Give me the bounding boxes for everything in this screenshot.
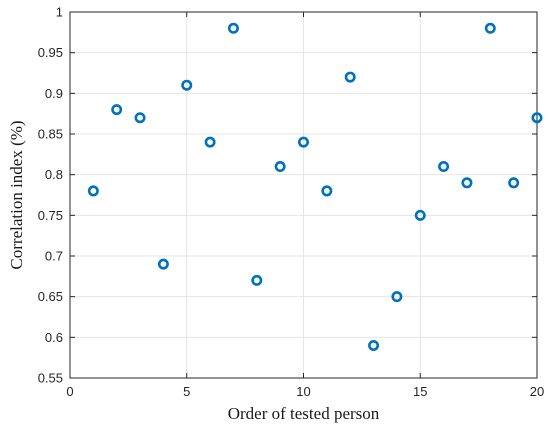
data-point [204, 136, 216, 148]
data-point [251, 274, 263, 286]
y-tick-labels: 0.55 0.6 0.65 0.7 0.75 0.8 0.85 0.9 0.95 1 [38, 5, 63, 386]
x-tick-label: 10 [296, 384, 310, 399]
y-tick-label: 0.65 [38, 289, 63, 304]
data-point [157, 258, 169, 270]
x-axis-label: Order of tested person [228, 404, 380, 423]
y-tick-label: 0.6 [45, 330, 63, 345]
y-tick-label: 0.95 [38, 45, 63, 60]
x-tick-labels: 0 5 10 15 20 [66, 384, 544, 399]
y-axis-label: Correlation index (%) [7, 120, 26, 269]
axis-ticks [69, 11, 538, 379]
y-tick-label: 0.55 [38, 371, 63, 386]
x-tick-label: 20 [530, 384, 544, 399]
x-tick-label: 15 [413, 384, 427, 399]
data-point [461, 177, 473, 189]
y-tick-label: 0.75 [38, 208, 63, 223]
data-point [321, 185, 333, 197]
data-point [438, 161, 450, 173]
data-point [134, 112, 146, 124]
data-point [414, 209, 426, 221]
data-points [87, 22, 543, 351]
data-point [344, 71, 356, 83]
data-point [274, 161, 286, 173]
data-point [484, 22, 496, 34]
y-tick-label: 1 [56, 5, 63, 20]
data-point [181, 79, 193, 91]
data-point [531, 112, 543, 124]
data-point [111, 104, 123, 116]
y-tick-label: 0.8 [45, 167, 63, 182]
x-tick-label: 5 [183, 384, 190, 399]
y-tick-label: 0.9 [45, 86, 63, 101]
data-point [391, 291, 403, 303]
y-tick-label: 0.85 [38, 127, 63, 142]
x-tick-label: 0 [66, 384, 73, 399]
data-point [87, 185, 99, 197]
data-point [227, 22, 239, 34]
data-point [297, 136, 309, 148]
grid-lines [70, 12, 537, 378]
data-point [368, 339, 380, 351]
y-tick-label: 0.7 [45, 249, 63, 264]
data-point [508, 177, 520, 189]
